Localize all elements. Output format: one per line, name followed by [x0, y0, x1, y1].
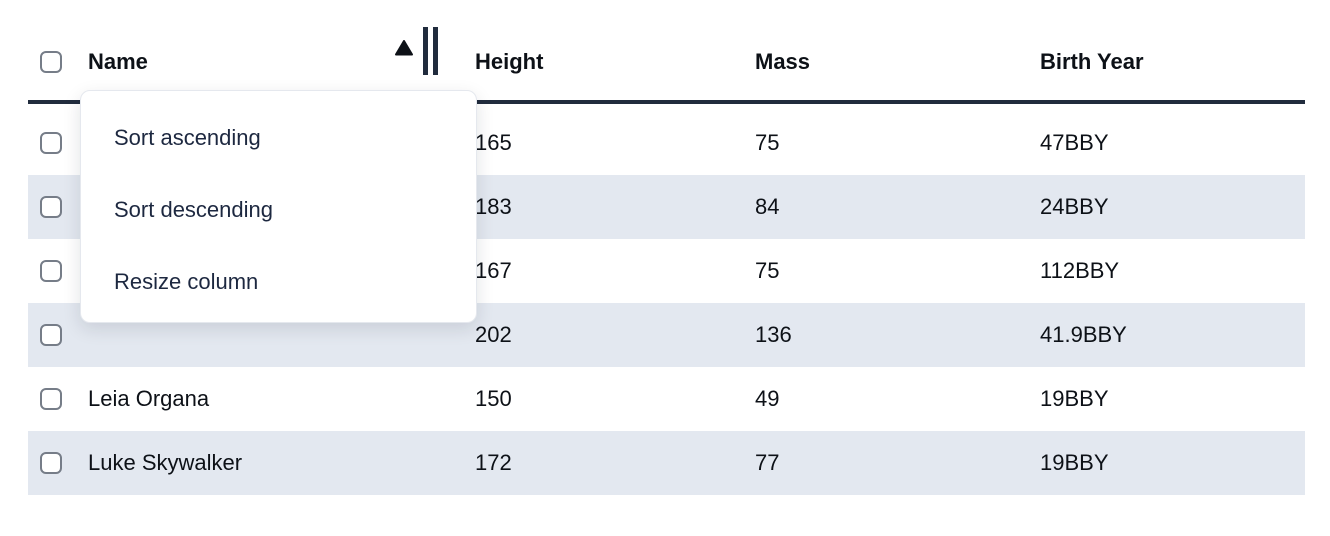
cell-name: Leia Organa — [88, 386, 210, 411]
cell-birth-year: 47BBY — [1040, 130, 1109, 155]
cell-mass: 136 — [755, 322, 792, 347]
cell-mass: 49 — [755, 386, 780, 411]
table-row: Luke Skywalker 172 77 19BBY — [28, 431, 1305, 495]
row-checkbox[interactable] — [40, 388, 62, 410]
cell-birth-year: 112BBY — [1040, 258, 1120, 283]
column-resize-handle-icon[interactable] — [423, 27, 438, 75]
header-cell-birth-year[interactable]: Birth Year — [1040, 49, 1305, 75]
cell-height: 165 — [475, 130, 512, 155]
cell-name: Luke Skywalker — [88, 450, 243, 475]
menu-item-sort-ascending[interactable]: Sort ascending — [114, 125, 261, 150]
row-checkbox[interactable] — [40, 452, 62, 474]
cell-height: 172 — [475, 450, 512, 475]
cell-mass: 75 — [755, 258, 780, 283]
column-label-name: Name — [88, 49, 148, 74]
resize-bar-left — [423, 27, 428, 75]
column-label-mass: Mass — [755, 49, 811, 74]
table-header-row: Name Height Mass Birth Year — [28, 0, 1305, 104]
cell-birth-year: 41.9BBY — [1040, 322, 1127, 347]
row-checkbox[interactable] — [40, 132, 62, 154]
cell-birth-year: 24BBY — [1040, 194, 1109, 219]
row-checkbox[interactable] — [40, 324, 62, 346]
column-label-birth-year: Birth Year — [1040, 49, 1144, 74]
cell-height: 183 — [475, 194, 512, 219]
cell-height: 202 — [475, 322, 512, 347]
table-row: Obi-Wan Kenobi 182 77 57BBY — [28, 495, 1305, 508]
header-cell-height[interactable]: Height — [475, 49, 755, 75]
cell-height: 167 — [475, 258, 512, 283]
menu-item-sort-descending[interactable]: Sort descending — [114, 197, 273, 222]
cell-mass: 77 — [755, 450, 780, 475]
header-cell-mass[interactable]: Mass — [755, 49, 1040, 75]
menu-item-resize-column[interactable]: Resize column — [114, 269, 259, 294]
table-row: 167 75 112BBY — [28, 239, 1305, 303]
table-row: Leia Organa 150 49 19BBY — [28, 367, 1305, 431]
resize-bar-right — [433, 27, 438, 75]
table-row: 165 75 47BBY — [28, 111, 1305, 175]
sort-ascending-icon — [394, 38, 414, 58]
column-context-menu: Sort ascending Sort descending Resize co… — [80, 90, 477, 323]
cell-birth-year: 19BBY — [1040, 450, 1109, 475]
cell-height: 150 — [475, 386, 512, 411]
cell-birth-year: 19BBY — [1040, 386, 1109, 411]
cell-mass: 75 — [755, 130, 780, 155]
header-cell-select-all — [28, 51, 88, 73]
column-label-height: Height — [475, 49, 544, 74]
row-checkbox[interactable] — [40, 196, 62, 218]
cell-mass: 84 — [755, 194, 780, 219]
header-cell-name[interactable]: Name — [88, 49, 475, 75]
row-checkbox[interactable] — [40, 260, 62, 282]
select-all-checkbox[interactable] — [40, 51, 62, 73]
